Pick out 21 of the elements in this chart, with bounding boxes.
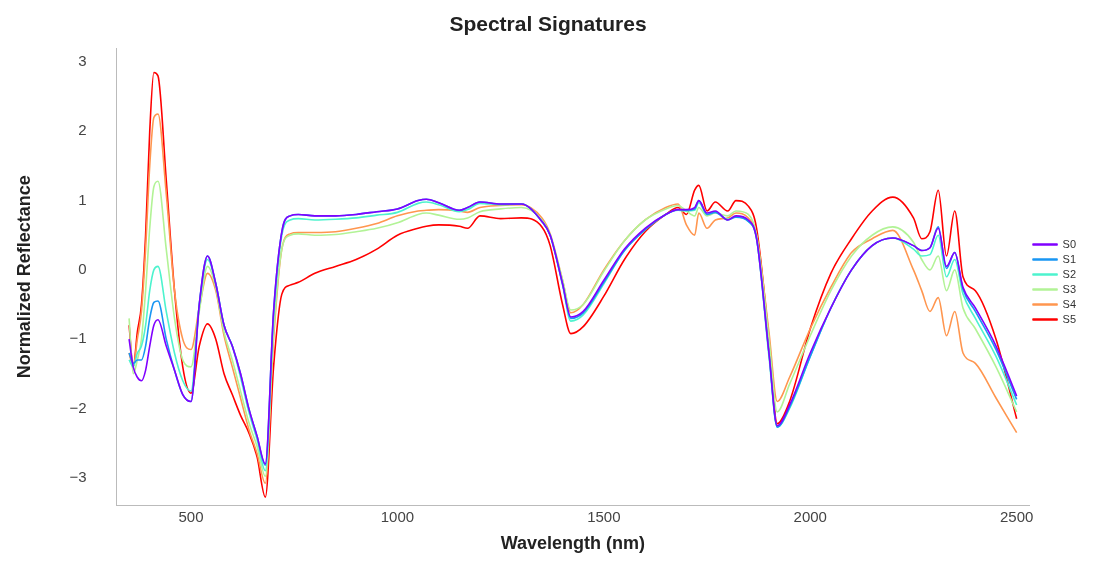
chart-title: Spectral Signatures xyxy=(449,12,647,36)
x-tick-label: 2500 xyxy=(999,507,1034,525)
x-tick-label: 500 xyxy=(178,507,204,525)
legend-label: S1 xyxy=(1062,252,1077,265)
y-tick-label: 1 xyxy=(78,190,87,208)
x-axis-title: Wavelength (nm) xyxy=(500,533,646,554)
y-tick-label: −3 xyxy=(69,467,87,485)
y-axis-title: Normalized Reflectance xyxy=(13,175,34,379)
legend-label: S2 xyxy=(1062,267,1077,280)
legend-label: S5 xyxy=(1062,312,1077,325)
x-tick-label: 2000 xyxy=(793,507,827,525)
y-tick-label: −1 xyxy=(69,329,87,347)
y-tick-label: 3 xyxy=(78,52,87,70)
y-tick-label: −2 xyxy=(69,398,87,416)
legend-label: S4 xyxy=(1062,297,1077,310)
y-tick-label: 0 xyxy=(78,260,87,278)
x-tick-label: 1000 xyxy=(380,507,415,525)
legend-label: S0 xyxy=(1062,237,1077,250)
y-tick-label: 2 xyxy=(78,121,87,139)
x-tick-label: 1500 xyxy=(587,507,621,525)
legend-label: S3 xyxy=(1062,282,1077,295)
